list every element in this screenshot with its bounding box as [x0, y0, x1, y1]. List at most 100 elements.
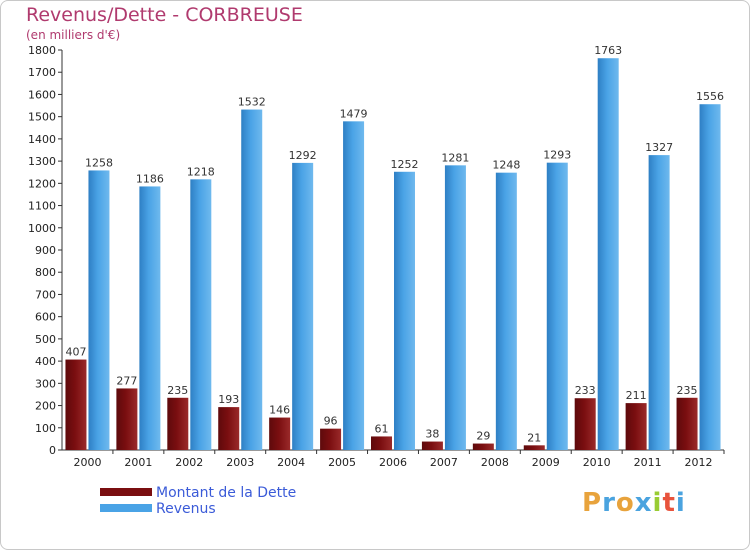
logo-letter: x: [634, 488, 653, 518]
x-tick-label: 2003: [226, 456, 254, 469]
bar-revenus: [546, 162, 568, 450]
bar-dette: [371, 436, 392, 450]
bar-dette: [472, 443, 494, 450]
data-labels: 407 1258 277 1186 235 1218 193 1532 146 1292 96 147…: [65, 44, 724, 444]
bar-revenus: [241, 109, 263, 451]
y-tick-label: 700: [35, 288, 56, 301]
bar-dette: [116, 388, 138, 450]
logo-letter: r: [602, 488, 616, 518]
x-tick-label: 2005: [328, 456, 356, 469]
y-tick-label: 900: [35, 244, 56, 257]
x-tick-label: 2004: [277, 456, 305, 469]
x-tick-label: 2007: [430, 456, 458, 469]
logo-letter: i: [675, 488, 686, 518]
data-label-dette: 61: [375, 422, 389, 435]
bar-dette: [320, 428, 342, 450]
y-tick-label: 500: [35, 333, 56, 346]
bar-dette: [65, 359, 87, 450]
data-label-revenus: 1252: [391, 158, 419, 171]
bar-dette: [676, 397, 698, 450]
x-tick-label: 2011: [634, 456, 662, 469]
bar-dette: [421, 441, 443, 450]
x-tick-label: 2006: [379, 456, 407, 469]
bar-revenus: [190, 179, 212, 451]
data-label-dette: 235: [167, 384, 188, 397]
bar-dette: [269, 417, 291, 450]
y-tick-label: 1100: [28, 200, 56, 213]
bar-revenus: [292, 162, 314, 450]
data-label-dette: 235: [677, 384, 698, 397]
bar-revenus: [495, 172, 517, 450]
y-tick-label: 1400: [28, 133, 56, 146]
y-tick-label: 1200: [28, 177, 56, 190]
legend-swatch-dette: [100, 488, 152, 496]
bar-dette: [218, 407, 240, 450]
y-tick-label: 200: [35, 400, 56, 413]
data-label-dette: 193: [218, 393, 239, 406]
data-label-dette: 146: [269, 404, 290, 417]
axes: 0 100 200 300 400 500 600 700 800 900 1000 1100 1200…: [28, 44, 725, 469]
x-tick-label: 2010: [583, 456, 611, 469]
x-tick-label: 2000: [73, 456, 101, 469]
y-tick-label: 1000: [28, 222, 56, 235]
x-tick-label: 2002: [175, 456, 203, 469]
y-tick-label: 600: [35, 311, 56, 324]
data-label-revenus: 1479: [340, 107, 368, 120]
bar-dette: [625, 403, 647, 450]
data-label-revenus: 1218: [187, 165, 215, 178]
x-tick-label: 2001: [124, 456, 152, 469]
y-tick-label: 1800: [28, 44, 56, 57]
y-tick-label: 1300: [28, 155, 56, 168]
data-label-revenus: 1281: [441, 151, 469, 164]
bar-revenus: [139, 186, 161, 450]
data-label-revenus: 1258: [85, 156, 113, 169]
data-label-revenus: 1556: [696, 90, 724, 103]
data-label-dette: 277: [116, 374, 137, 387]
bar-dette: [167, 397, 189, 450]
bar-dette: [523, 445, 545, 450]
bar-dette: [574, 398, 596, 450]
y-tick-label: 300: [35, 377, 56, 390]
chart-subtitle: (en milliers d'€): [26, 28, 121, 42]
logo-letter: P: [582, 488, 603, 518]
data-label-dette: 29: [476, 430, 490, 443]
legend-label-revenus: Revenus: [156, 501, 216, 517]
y-tick-label: 100: [35, 422, 56, 435]
y-tick-label: 1600: [28, 88, 56, 101]
data-label-revenus: 1248: [492, 159, 520, 172]
bar-revenus: [648, 155, 670, 450]
data-label-revenus: 1293: [543, 149, 571, 162]
x-tick-label: 2008: [481, 456, 509, 469]
legend-label-dette: Montant de la Dette: [156, 485, 297, 501]
y-tick-label: 800: [35, 266, 56, 279]
data-label-dette: 407: [65, 346, 86, 359]
bars: [65, 58, 721, 451]
data-label-revenus: 1327: [645, 141, 673, 154]
data-label-revenus: 1763: [594, 44, 622, 57]
bar-revenus: [699, 104, 721, 450]
bar-revenus: [394, 171, 415, 450]
logo-letter: i: [652, 488, 663, 518]
y-tick-label: 400: [35, 355, 56, 368]
data-label-dette: 233: [575, 384, 596, 397]
data-label-revenus: 1186: [136, 172, 164, 185]
bar-revenus: [343, 121, 365, 450]
bar-revenus: [444, 165, 466, 451]
y-tick-label: 1500: [28, 111, 56, 124]
logo-letter: o: [615, 488, 635, 518]
x-tick-label: 2009: [532, 456, 560, 469]
proxiti-logo: Proxiti: [582, 488, 686, 518]
data-label-dette: 38: [425, 428, 439, 441]
y-tick-label: 1700: [28, 66, 56, 79]
y-tick-label: 0: [49, 444, 56, 457]
legend-swatch-revenus: [100, 504, 152, 512]
data-label-dette: 211: [626, 389, 647, 402]
logo-letter: t: [662, 488, 676, 518]
data-label-revenus: 1292: [289, 149, 317, 162]
x-tick-label: 2012: [685, 456, 713, 469]
data-label-dette: 96: [324, 415, 338, 428]
bar-revenus: [88, 170, 110, 450]
data-label-revenus: 1532: [238, 96, 266, 109]
